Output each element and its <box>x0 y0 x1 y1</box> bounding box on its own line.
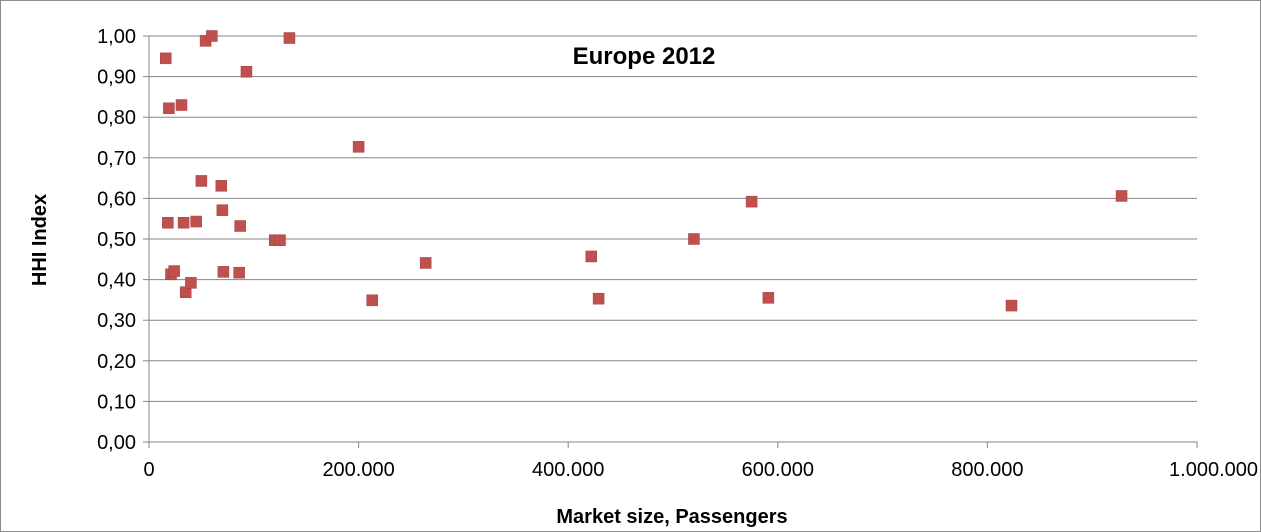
data-point <box>419 257 432 269</box>
data-point <box>585 250 598 263</box>
x-tick-label: 600.000 <box>742 459 814 481</box>
data-point <box>190 215 202 228</box>
data-point <box>233 266 245 279</box>
data-point <box>185 277 197 289</box>
y-tick-label: 0,40 <box>97 270 136 292</box>
y-tick-label: 0,60 <box>97 188 136 210</box>
y-tick-label: 0,90 <box>97 67 136 89</box>
y-tick-label: 0,70 <box>97 148 136 170</box>
y-tick-label: 0,50 <box>97 229 136 251</box>
y-tick-label: 1,00 <box>97 26 136 48</box>
data-point <box>1005 299 1018 312</box>
data-point <box>163 102 175 115</box>
chart-title: Europe 2012 <box>573 43 716 70</box>
y-tick-label: 0,30 <box>97 310 136 332</box>
y-tick-label: 0,80 <box>97 107 136 129</box>
data-point <box>216 204 229 216</box>
x-tick-label: 0 <box>143 459 154 481</box>
data-point <box>195 175 208 187</box>
y-axis-title: HHI Index <box>29 194 51 286</box>
axes <box>143 35 1198 448</box>
data-point <box>1115 190 1128 202</box>
gridlines <box>149 35 1197 402</box>
data-point <box>217 266 230 278</box>
data-points <box>160 30 1128 312</box>
data-point <box>177 217 190 229</box>
y-tick-label: 0,00 <box>97 432 136 454</box>
x-tick-label: 800.000 <box>951 459 1023 481</box>
data-point <box>274 234 286 246</box>
y-tick-label: 0,20 <box>97 351 136 373</box>
data-point <box>168 265 180 277</box>
data-point <box>175 99 188 111</box>
data-point <box>162 217 174 229</box>
x-axis-title: Market size, Passengers <box>556 506 787 528</box>
data-point <box>215 180 228 192</box>
x-tick-label: 1.000.000 <box>1169 459 1258 481</box>
x-tick-labels: 0 200.000 400.000 600.000 800.000 1.000.000 <box>143 459 1258 481</box>
data-point <box>745 195 758 208</box>
x-tick-label: 200.000 <box>322 459 394 481</box>
y-tick-label: 0,10 <box>97 391 136 413</box>
data-point <box>366 294 378 307</box>
data-point <box>352 141 365 153</box>
data-point <box>762 292 775 304</box>
data-point <box>283 32 296 44</box>
data-point <box>206 30 218 42</box>
data-point <box>234 220 246 232</box>
y-tick-labels: 0,00 0,10 0,20 0,30 0,40 0,50 0,60 0,70 0,80 0,90… <box>97 26 136 454</box>
x-tick-label: 400.000 <box>532 459 604 481</box>
data-point <box>688 233 700 245</box>
data-point <box>592 292 605 305</box>
data-point <box>160 52 172 65</box>
data-point <box>240 65 253 78</box>
